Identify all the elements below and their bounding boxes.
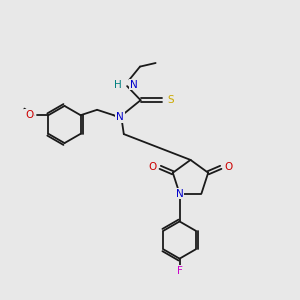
Text: O: O	[148, 162, 156, 172]
Text: O: O	[225, 162, 233, 172]
Text: N: N	[130, 80, 137, 90]
Text: S: S	[168, 95, 174, 105]
Text: N: N	[176, 188, 183, 199]
Text: H: H	[114, 80, 122, 90]
Text: N: N	[116, 112, 124, 122]
Text: F: F	[177, 266, 182, 276]
Text: O: O	[25, 110, 33, 120]
